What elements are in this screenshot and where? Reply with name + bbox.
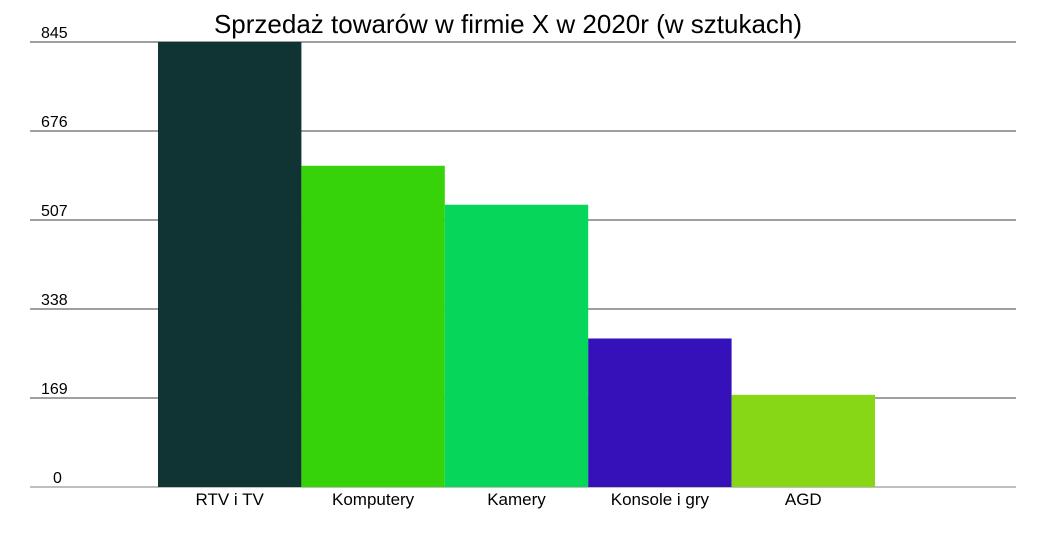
x-tick-label: Komputery — [332, 490, 415, 509]
bar-agd — [731, 394, 875, 487]
x-tick-label: RTV i TV — [196, 490, 265, 509]
bar-komputery — [301, 165, 445, 488]
x-tick-label: Kamery — [487, 490, 546, 509]
y-tick-label: 0 — [53, 470, 62, 487]
bar-konsole-i-gry — [588, 338, 732, 487]
bar-kamery — [444, 204, 589, 487]
x-tick-label: AGD — [785, 490, 822, 509]
y-tick-label: 676 — [41, 114, 68, 131]
x-tick-label: Konsole i gry — [611, 490, 710, 509]
y-axis-ticks: 0 169 338 507 676 845 — [41, 25, 68, 487]
y-tick-label: 169 — [41, 381, 68, 398]
bars — [158, 42, 875, 488]
y-tick-label: 338 — [41, 292, 68, 309]
y-tick-label: 845 — [41, 25, 68, 42]
y-tick-label: 507 — [41, 203, 68, 220]
chart-title: Sprzedaż towarów w firmie X w 2020r (w s… — [213, 9, 803, 39]
bar-rtv-i-tv — [158, 42, 302, 487]
x-axis-labels: RTV i TV Komputery Kamery Konsole i gry AGD — [196, 490, 822, 509]
